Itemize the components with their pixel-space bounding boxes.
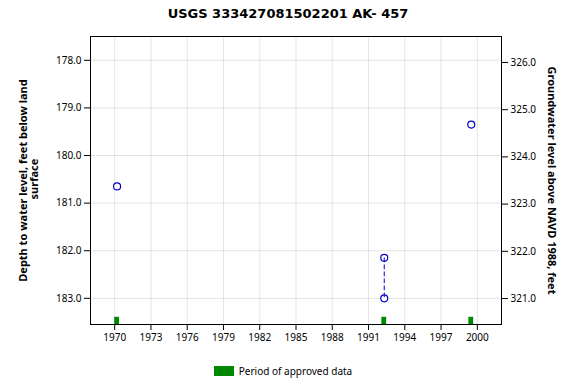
svg-text:1973: 1973 (139, 330, 162, 344)
svg-text:325.0: 325.0 (511, 102, 537, 116)
html-text:Period of approved data: Period of approved data (238, 363, 353, 378)
svg-text:1997: 1997 (430, 330, 453, 344)
svg-text:1985: 1985 (285, 330, 308, 344)
svg-text:322.0: 322.0 (511, 244, 537, 258)
svg-text:326.0: 326.0 (511, 55, 537, 69)
svg-text:1970: 1970 (103, 330, 126, 344)
svg-text:324.0: 324.0 (511, 149, 537, 163)
svg-text:1976: 1976 (176, 330, 199, 344)
svg-text:323.0: 323.0 (511, 196, 537, 210)
svg-text:321.0: 321.0 (511, 291, 537, 305)
svg-text:Depth to water level, feet bel: Depth to water level, feet below land su… (15, 79, 41, 282)
svg-text:1979: 1979 (212, 330, 235, 344)
svg-text:183.0: 183.0 (56, 291, 82, 305)
svg-text:182.0: 182.0 (56, 243, 82, 257)
svg-text:181.0: 181.0 (56, 195, 82, 209)
svg-text:178.0: 178.0 (56, 53, 82, 67)
svg-text:1988: 1988 (321, 330, 344, 344)
svg-text:1991: 1991 (357, 330, 380, 344)
svg-text:179.0: 179.0 (56, 100, 82, 114)
svg-text:180.0: 180.0 (56, 148, 82, 162)
svg-text:2000: 2000 (466, 330, 489, 344)
svg-text:Groundwater level above NAVD 1: Groundwater level above NAVD 1988, feet (545, 67, 560, 295)
svg-text:1994: 1994 (393, 330, 416, 344)
html-text:USGS 333427081502201 AK- 457: USGS 333427081502201 AK- 457 (167, 6, 409, 21)
svg-text:1982: 1982 (248, 330, 271, 344)
